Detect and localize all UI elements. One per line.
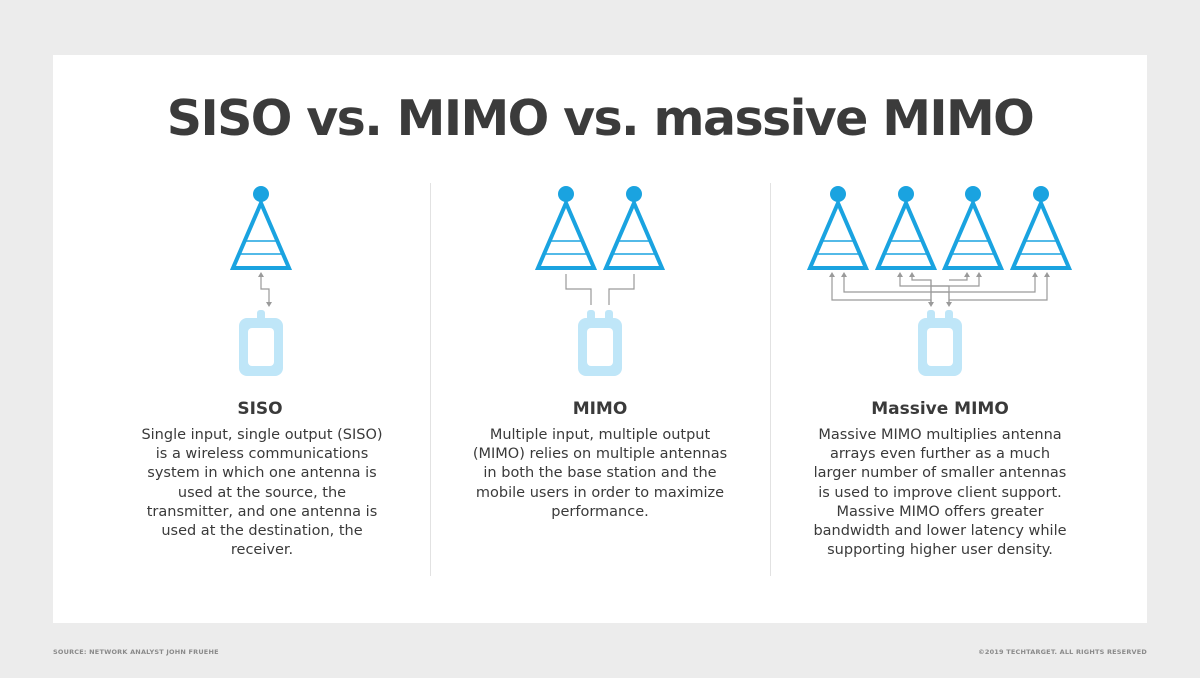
antenna-icon bbox=[229, 186, 293, 270]
antenna-icon bbox=[874, 186, 938, 270]
arrow-up-icon bbox=[909, 272, 915, 277]
signal-connector bbox=[260, 274, 270, 305]
antenna-icon bbox=[806, 186, 870, 270]
antenna-icon bbox=[534, 186, 598, 270]
massive-mimo-title: Massive MIMO bbox=[871, 399, 1009, 419]
arrow-up-icon bbox=[258, 272, 264, 277]
antenna-icon bbox=[602, 186, 666, 270]
signal-connector bbox=[931, 274, 1036, 293]
arrow-up-icon bbox=[976, 272, 982, 277]
signal-connector bbox=[565, 274, 592, 305]
arrow-down-icon bbox=[946, 302, 952, 307]
arrow-up-icon bbox=[1032, 272, 1038, 277]
signal-connector bbox=[831, 274, 932, 305]
mobile-device-icon bbox=[578, 310, 622, 376]
antenna-icon bbox=[941, 186, 1005, 270]
arrow-up-icon bbox=[1044, 272, 1050, 277]
mobile-device-icon bbox=[918, 310, 962, 376]
page-title: SISO vs. MIMO vs. massive MIMO bbox=[166, 90, 1035, 147]
arrow-down-icon bbox=[928, 302, 934, 307]
signal-connector bbox=[899, 274, 950, 305]
arrow-up-icon bbox=[829, 272, 835, 277]
mimo-description: Multiple input, multiple output (MIMO) r… bbox=[472, 427, 728, 520]
copyright-notice: ©2019 TECHTARGET. ALL RIGHTS RESERVED bbox=[978, 648, 1147, 656]
arrow-up-icon bbox=[964, 272, 970, 277]
signal-connector bbox=[608, 274, 635, 305]
mimo-title: MIMO bbox=[572, 399, 628, 419]
antenna-icon bbox=[1009, 186, 1073, 270]
signal-connector bbox=[931, 274, 980, 287]
signal-connector bbox=[949, 274, 1048, 301]
column-divider bbox=[430, 183, 431, 576]
siso-description: Single input, single output (SISO) is a … bbox=[141, 427, 383, 559]
arrow-down-icon bbox=[266, 302, 272, 307]
source-credit: SOURCE: NETWORK ANALYST JOHN FRUEHE bbox=[53, 648, 219, 656]
arrow-up-icon bbox=[841, 272, 847, 277]
arrow-up-icon bbox=[897, 272, 903, 277]
mobile-device-icon bbox=[239, 310, 283, 376]
antenna-icons bbox=[229, 186, 1073, 270]
device-icons bbox=[239, 310, 962, 376]
massive-mimo-description: Massive MIMO multiplies antenna arrays e… bbox=[813, 427, 1067, 559]
signal-connectors bbox=[258, 272, 1050, 307]
siso-title: SISO bbox=[237, 399, 283, 419]
column-divider bbox=[770, 183, 771, 576]
